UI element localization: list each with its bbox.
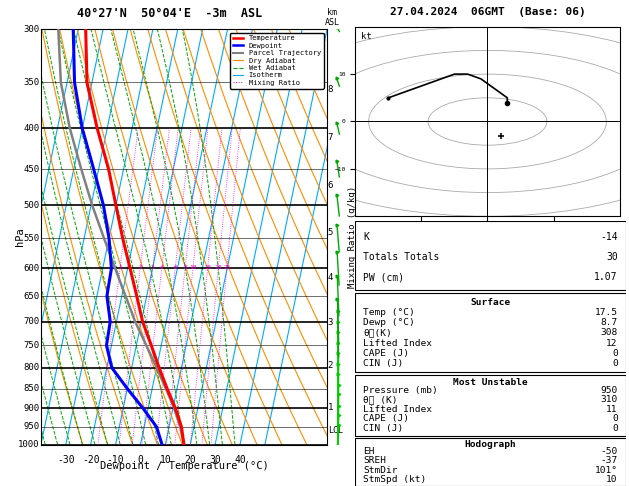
Text: K: K	[364, 232, 369, 242]
Text: 30: 30	[209, 455, 221, 465]
Text: 40: 40	[234, 455, 246, 465]
Bar	[355, 438, 626, 486]
Text: Mixing Ratio (g/kg): Mixing Ratio (g/kg)	[348, 186, 357, 288]
Text: kt: kt	[360, 33, 371, 41]
Text: 300: 300	[23, 25, 40, 34]
Text: 0: 0	[612, 349, 618, 358]
Text: 30: 30	[606, 252, 618, 262]
Text: 20: 20	[214, 265, 222, 270]
Text: 17.5: 17.5	[595, 308, 618, 316]
Text: 6: 6	[174, 265, 177, 270]
Text: PW (cm): PW (cm)	[364, 272, 404, 282]
X-axis label: Dewpoint / Temperature (°C): Dewpoint / Temperature (°C)	[99, 461, 269, 471]
Text: 0: 0	[612, 424, 618, 433]
Text: 1000: 1000	[18, 440, 40, 449]
Text: 5: 5	[328, 227, 333, 237]
Text: Most Unstable: Most Unstable	[454, 378, 528, 386]
Text: 2: 2	[328, 361, 333, 370]
Text: 500: 500	[23, 201, 40, 210]
Text: CIN (J): CIN (J)	[364, 359, 404, 368]
Text: -14: -14	[600, 232, 618, 242]
Text: 2: 2	[138, 265, 142, 270]
Text: 10: 10	[189, 265, 197, 270]
Text: 850: 850	[23, 384, 40, 393]
Text: 27.04.2024  06GMT  (Base: 06): 27.04.2024 06GMT (Base: 06)	[389, 7, 586, 17]
Text: 950: 950	[601, 386, 618, 395]
Text: CAPE (J): CAPE (J)	[364, 349, 409, 358]
Text: EH: EH	[364, 447, 375, 456]
Text: -50: -50	[601, 447, 618, 456]
Text: 308: 308	[601, 328, 618, 337]
Bar	[355, 375, 626, 435]
Text: 4: 4	[328, 273, 333, 282]
Text: Pressure (mb): Pressure (mb)	[364, 386, 438, 395]
Text: 3: 3	[151, 265, 155, 270]
Text: -30: -30	[57, 455, 75, 465]
Text: Totals Totals: Totals Totals	[364, 252, 440, 262]
Text: Hodograph: Hodograph	[465, 439, 516, 449]
Text: 15: 15	[204, 265, 211, 270]
Bar	[355, 221, 626, 290]
Text: StmDir: StmDir	[364, 466, 398, 475]
Text: -10: -10	[107, 455, 125, 465]
Text: 0: 0	[612, 415, 618, 423]
Text: 8: 8	[328, 85, 333, 94]
Text: 400: 400	[23, 124, 40, 133]
Text: θᴄ (K): θᴄ (K)	[364, 396, 398, 404]
Text: -20: -20	[82, 455, 99, 465]
Text: 1: 1	[328, 403, 333, 413]
Text: 950: 950	[23, 422, 40, 432]
Text: Temp (°C): Temp (°C)	[364, 308, 415, 316]
Text: 1.07: 1.07	[594, 272, 618, 282]
Text: 40°27'N  50°04'E  -3m  ASL: 40°27'N 50°04'E -3m ASL	[77, 7, 262, 20]
Text: 6: 6	[328, 181, 333, 190]
Text: 900: 900	[23, 404, 40, 413]
Bar	[355, 293, 626, 372]
Text: hPa: hPa	[15, 227, 25, 246]
Text: 101°: 101°	[595, 466, 618, 475]
Text: 11: 11	[606, 405, 618, 414]
Text: CIN (J): CIN (J)	[364, 424, 404, 433]
Text: 650: 650	[23, 292, 40, 300]
Text: 8: 8	[183, 265, 187, 270]
Text: km
ASL: km ASL	[325, 8, 340, 27]
Text: CAPE (J): CAPE (J)	[364, 415, 409, 423]
Text: 0: 0	[138, 455, 143, 465]
Text: 550: 550	[23, 234, 40, 243]
Text: 600: 600	[23, 264, 40, 273]
Text: 0: 0	[612, 359, 618, 368]
Text: 8.7: 8.7	[601, 318, 618, 327]
Text: θᴄ(K): θᴄ(K)	[364, 328, 392, 337]
Text: 1: 1	[118, 265, 122, 270]
Text: 20: 20	[184, 455, 196, 465]
Text: 12: 12	[606, 339, 618, 347]
Text: 800: 800	[23, 363, 40, 372]
Text: 750: 750	[23, 341, 40, 350]
Text: Dewp (°C): Dewp (°C)	[364, 318, 415, 327]
Text: Lifted Index: Lifted Index	[364, 339, 433, 347]
Text: Surface: Surface	[470, 298, 511, 307]
Text: 4: 4	[160, 265, 164, 270]
Text: Lifted Index: Lifted Index	[364, 405, 433, 414]
Text: 700: 700	[23, 317, 40, 326]
Text: 7: 7	[328, 133, 333, 142]
Text: 310: 310	[601, 396, 618, 404]
Text: 10: 10	[606, 475, 618, 484]
Text: LCL: LCL	[328, 426, 343, 435]
Text: 10: 10	[159, 455, 171, 465]
Text: 25: 25	[223, 265, 231, 270]
Legend: Temperature, Dewpoint, Parcel Trajectory, Dry Adiabat, Wet Adiabat, Isotherm, Mi: Temperature, Dewpoint, Parcel Trajectory…	[230, 33, 323, 88]
Text: 450: 450	[23, 165, 40, 174]
Text: StmSpd (kt): StmSpd (kt)	[364, 475, 426, 484]
Text: SREH: SREH	[364, 456, 386, 466]
Text: 3: 3	[328, 317, 333, 327]
Text: 350: 350	[23, 78, 40, 87]
Text: -37: -37	[601, 456, 618, 466]
